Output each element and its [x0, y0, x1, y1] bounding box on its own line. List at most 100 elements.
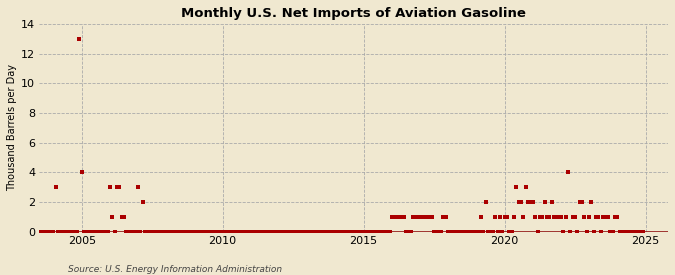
Point — [464, 230, 475, 234]
Point — [306, 230, 317, 234]
Point — [492, 230, 503, 234]
Point — [161, 230, 171, 234]
Point — [304, 230, 315, 234]
Point — [163, 230, 174, 234]
Point — [78, 230, 89, 234]
Point — [549, 215, 560, 219]
Point — [295, 230, 306, 234]
Point — [76, 170, 87, 175]
Point — [269, 230, 279, 234]
Point — [405, 230, 416, 234]
Point — [135, 230, 146, 234]
Point — [62, 230, 73, 234]
Point — [412, 215, 423, 219]
Point — [576, 200, 587, 204]
Point — [332, 230, 343, 234]
Point — [448, 230, 458, 234]
Point — [349, 230, 360, 234]
Point — [494, 215, 505, 219]
Point — [259, 230, 270, 234]
Point — [546, 200, 557, 204]
Point — [119, 215, 130, 219]
Point — [152, 230, 163, 234]
Point — [250, 230, 261, 234]
Point — [452, 230, 463, 234]
Point — [198, 230, 209, 234]
Point — [485, 230, 496, 234]
Point — [90, 230, 101, 234]
Point — [619, 230, 630, 234]
Point — [633, 230, 644, 234]
Point — [60, 230, 71, 234]
Point — [246, 230, 256, 234]
Point — [554, 215, 564, 219]
Point — [126, 230, 136, 234]
Point — [318, 230, 329, 234]
Point — [323, 230, 333, 234]
Point — [367, 230, 378, 234]
Point — [612, 215, 623, 219]
Point — [252, 230, 263, 234]
Point — [589, 230, 599, 234]
Point — [586, 200, 597, 204]
Point — [377, 230, 388, 234]
Point — [254, 230, 265, 234]
Point — [213, 230, 223, 234]
Point — [107, 215, 117, 219]
Point — [102, 230, 113, 234]
Point — [600, 215, 611, 219]
Point — [360, 230, 371, 234]
Point — [335, 230, 346, 234]
Point — [55, 230, 66, 234]
Point — [403, 230, 414, 234]
Point — [243, 230, 254, 234]
Point — [92, 230, 103, 234]
Point — [133, 185, 144, 189]
Point — [74, 37, 85, 41]
Point — [184, 230, 195, 234]
Point — [445, 230, 456, 234]
Point — [595, 230, 606, 234]
Point — [109, 230, 120, 234]
Point — [248, 230, 259, 234]
Point — [114, 185, 125, 189]
Point — [441, 215, 452, 219]
Point — [516, 200, 526, 204]
Point — [43, 230, 54, 234]
Point — [466, 230, 477, 234]
Point — [309, 230, 320, 234]
Text: Source: U.S. Energy Information Administration: Source: U.S. Energy Information Administ… — [68, 265, 281, 274]
Point — [532, 230, 543, 234]
Point — [410, 215, 421, 219]
Point — [300, 230, 310, 234]
Point — [124, 230, 134, 234]
Point — [138, 200, 148, 204]
Point — [579, 215, 590, 219]
Point — [535, 215, 545, 219]
Point — [217, 230, 228, 234]
Point — [144, 230, 155, 234]
Point — [398, 215, 409, 219]
Point — [97, 230, 108, 234]
Point — [316, 230, 327, 234]
Point — [321, 230, 331, 234]
Point — [257, 230, 268, 234]
Point — [344, 230, 355, 234]
Point — [32, 230, 43, 234]
Point — [358, 230, 369, 234]
Point — [628, 230, 639, 234]
Point — [88, 230, 99, 234]
Point — [443, 230, 454, 234]
Point — [459, 230, 470, 234]
Point — [116, 215, 127, 219]
Point — [51, 185, 61, 189]
Point — [302, 230, 313, 234]
Point — [539, 200, 550, 204]
Point — [41, 230, 52, 234]
Point — [365, 230, 376, 234]
Point — [568, 215, 578, 219]
Point — [351, 230, 362, 234]
Point — [381, 230, 392, 234]
Point — [292, 230, 303, 234]
Point — [168, 230, 179, 234]
